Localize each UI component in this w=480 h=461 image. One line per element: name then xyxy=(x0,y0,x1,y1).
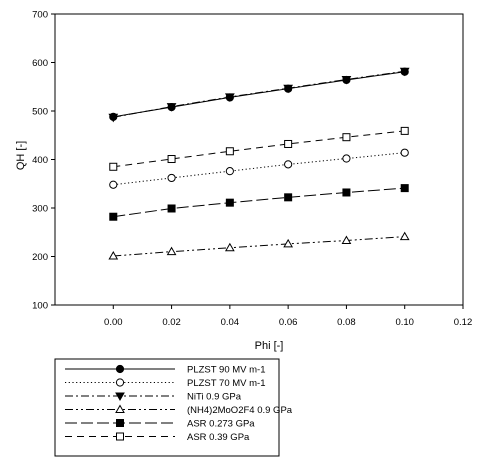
x-tick-label: 0.06 xyxy=(279,317,298,328)
legend: PLZST 90 MV m-1 PLZST 70 MV m-1 NiTi 0.9 G… xyxy=(54,358,293,457)
y-tick-label: 400 xyxy=(32,155,48,166)
x-tick-label: 0.08 xyxy=(337,317,356,328)
series-line xyxy=(113,152,405,186)
data-point xyxy=(225,147,234,156)
legend-entry: NiTi 0.9 GPa xyxy=(65,392,242,403)
data-point xyxy=(341,235,352,244)
data-point xyxy=(166,246,177,256)
legend-entry: ASR 0.39 GPa xyxy=(65,432,250,443)
x-axis-label: Phi [-] xyxy=(255,340,284,352)
data-point xyxy=(166,103,177,112)
data-point xyxy=(283,238,294,248)
data-point xyxy=(167,204,176,213)
data-point xyxy=(225,167,234,176)
legend-label: (NH4)2MoO2F4 0.9 GPa xyxy=(187,405,293,416)
legend-label: ASR 0.39 GPa xyxy=(187,432,250,443)
data-point xyxy=(224,93,235,102)
legend-marker xyxy=(115,392,125,402)
y-tick-label: 700 xyxy=(32,10,48,21)
data-point xyxy=(400,184,409,193)
series-4 xyxy=(108,231,410,260)
series-line xyxy=(113,236,405,257)
data-point xyxy=(399,231,410,241)
data-point xyxy=(109,180,118,189)
x-tick-label: 0.04 xyxy=(221,317,240,328)
x-tick-label: 0.00 xyxy=(104,317,123,328)
legend-label: PLZST 70 MV m-1 xyxy=(187,378,266,389)
data-point xyxy=(400,126,409,135)
series-2 xyxy=(109,148,409,189)
legend-marker xyxy=(116,419,124,427)
data-point xyxy=(342,154,351,163)
data-point xyxy=(109,212,118,221)
data-point xyxy=(342,188,351,197)
data-point xyxy=(167,173,176,183)
legend-label: PLZST 90 MV m-1 xyxy=(187,365,266,376)
data-point xyxy=(225,198,234,207)
series-line xyxy=(113,187,405,218)
x-tick-label: 0.12 xyxy=(454,317,473,328)
series-1 xyxy=(109,67,409,121)
legend-label: ASR 0.273 GPa xyxy=(187,419,255,430)
data-point xyxy=(284,160,293,169)
legend-entry: (NH4)2MoO2F4 0.9 GPa xyxy=(65,404,293,416)
x-tick-label: 0.02 xyxy=(162,317,181,328)
legend-entry: PLZST 70 MV m-1 xyxy=(65,378,266,389)
data-point xyxy=(224,242,235,252)
series-line xyxy=(113,130,405,168)
legend-entry: ASR 0.273 GPa xyxy=(65,419,255,430)
legend-marker xyxy=(115,404,125,413)
series-5 xyxy=(109,184,409,221)
data-point xyxy=(108,113,119,123)
y-tick-label: 100 xyxy=(32,301,48,312)
legend-label: NiTi 0.9 GPa xyxy=(187,392,242,403)
axes: 100 200 300 400 500 600 700 0.00 0.02 0.04 0.06 0.0… xyxy=(32,10,472,329)
y-tick-label: 600 xyxy=(32,58,48,69)
y-tick-label: 200 xyxy=(32,252,48,263)
y-tick-label: 500 xyxy=(32,107,48,118)
data-point xyxy=(109,162,118,171)
series-line xyxy=(113,70,405,118)
legend-marker xyxy=(115,378,125,387)
legend-marker xyxy=(116,432,124,441)
data-point xyxy=(284,139,293,148)
plot-frame xyxy=(54,13,464,306)
series-3 xyxy=(108,67,410,123)
legend-entry: PLZST 90 MV m-1 xyxy=(65,365,266,376)
data-point xyxy=(284,193,293,202)
y-tick-label: 300 xyxy=(32,204,48,215)
y-axis-label: QH [-] xyxy=(15,141,27,170)
data-point xyxy=(399,67,410,77)
data-point xyxy=(167,155,176,164)
data-point xyxy=(108,251,119,260)
data-point xyxy=(342,133,351,142)
series-layer xyxy=(108,67,410,260)
data-point xyxy=(400,148,409,157)
data-point xyxy=(283,84,294,94)
legend-marker xyxy=(115,364,125,374)
x-tick-label: 0.10 xyxy=(395,317,414,328)
plot-area xyxy=(54,13,464,306)
series-line xyxy=(113,71,405,118)
data-point xyxy=(341,75,352,85)
legend-box xyxy=(54,358,280,457)
series-6 xyxy=(109,126,409,171)
